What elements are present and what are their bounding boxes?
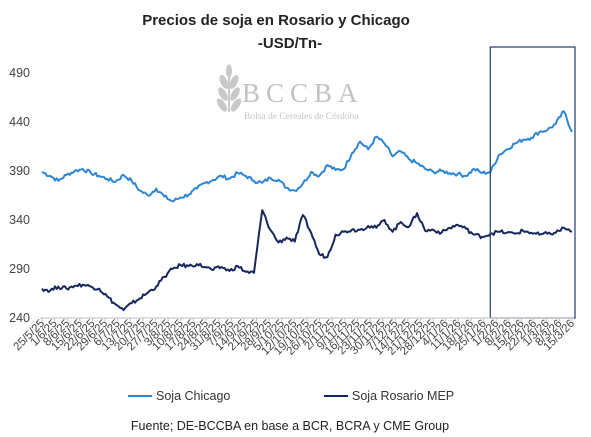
- bccba-logo: BCCBA Bolsa de Cereales de Córdoba: [216, 64, 364, 122]
- y-tick-label: 490: [9, 66, 30, 80]
- logo-text: BCCBA: [242, 78, 364, 108]
- y-tick-label: 340: [9, 213, 30, 227]
- logo-subtitle: Bolsa de Cereales de Córdoba: [244, 112, 359, 122]
- y-tick-label: 440: [9, 115, 30, 129]
- source-note: Fuente; DE-BCCBA en base a BCR, BCRA y C…: [131, 419, 449, 433]
- series-line-soja-chicago: [41, 110, 573, 203]
- chart-subtitle: -USD/Tn-: [258, 35, 322, 52]
- legend-label-chicago: Soja Chicago: [156, 389, 230, 403]
- series-line-soja-rosario: [41, 209, 573, 312]
- y-axis: 240 290 340 390 440 490: [9, 66, 30, 325]
- highlight-box: [489, 46, 576, 319]
- legend: Soja Chicago Soja Rosario MEP: [128, 389, 454, 403]
- legend-label-rosario: Soja Rosario MEP: [352, 389, 454, 403]
- y-tick-label: 240: [9, 311, 30, 325]
- y-tick-label: 290: [9, 262, 30, 276]
- series-layer: [41, 110, 573, 312]
- wheat-icon: [216, 64, 242, 112]
- x-axis: 25/5/251/6/258/6/2515/6/2522/6/2529/6/25…: [12, 318, 578, 358]
- y-tick-label: 390: [9, 164, 30, 178]
- chart-title: Precios de soja en Rosario y Chicago: [142, 12, 410, 29]
